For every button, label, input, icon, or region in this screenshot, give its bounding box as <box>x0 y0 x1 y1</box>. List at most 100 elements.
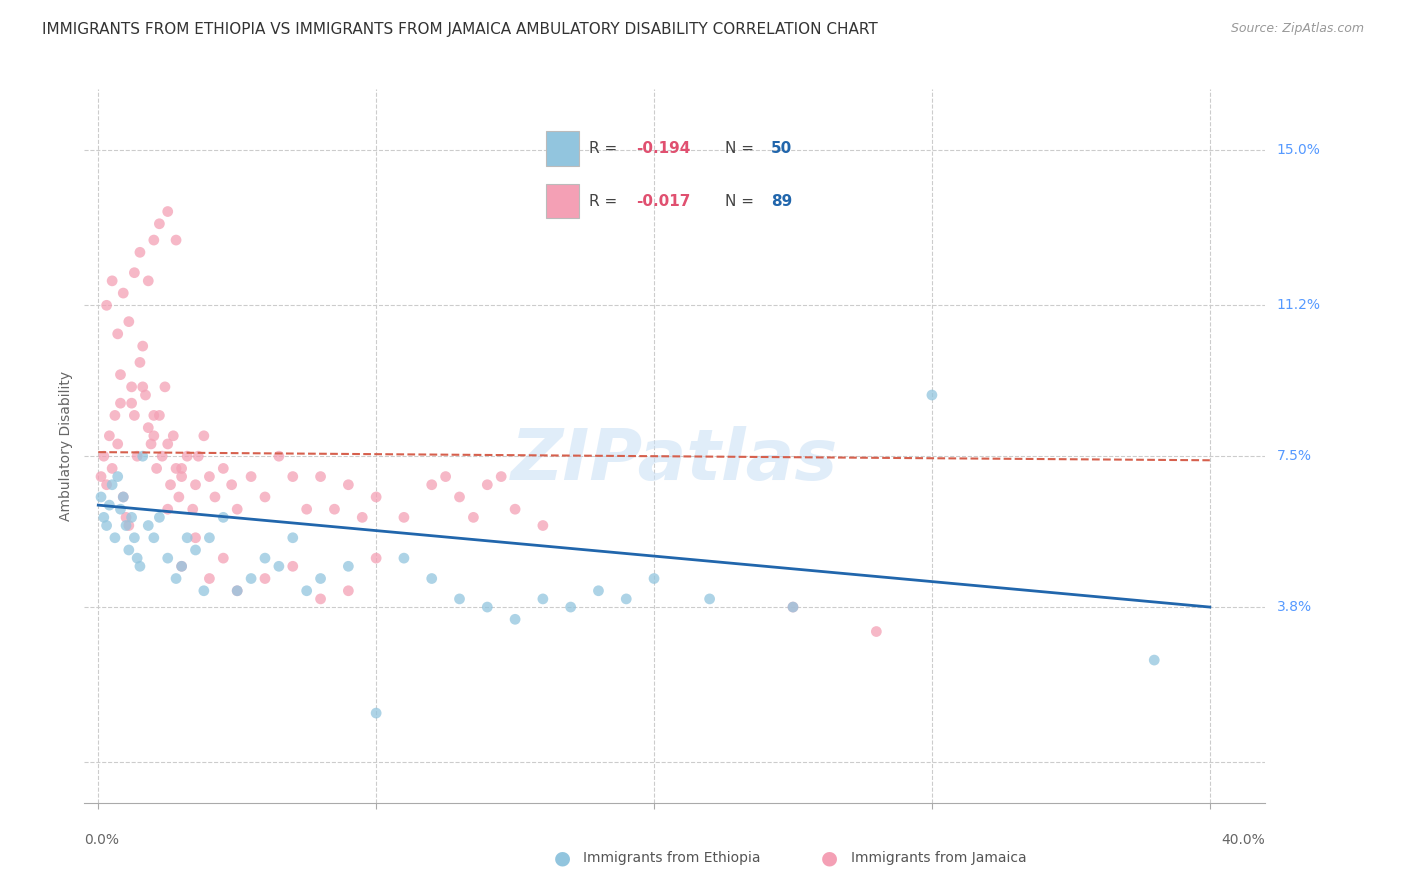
Point <box>98 429 121 443</box>
Point <box>295 583 318 598</box>
Point <box>165 461 187 475</box>
Point <box>156 204 179 219</box>
Y-axis label: Ambulatory Disability: Ambulatory Disability <box>59 371 73 521</box>
Point <box>162 429 184 443</box>
Point <box>118 315 141 329</box>
Point <box>112 490 135 504</box>
Point <box>477 600 499 615</box>
Text: ZIPatlas: ZIPatlas <box>512 425 838 495</box>
Point <box>614 591 637 606</box>
Point <box>145 461 167 475</box>
Point <box>150 449 173 463</box>
Point <box>865 624 887 639</box>
Point <box>93 510 115 524</box>
Point <box>136 420 159 434</box>
Point <box>392 551 415 566</box>
Text: 7.5%: 7.5% <box>1277 450 1312 463</box>
Point <box>352 510 374 524</box>
Point <box>699 591 721 606</box>
Point <box>176 531 198 545</box>
Point <box>226 502 249 516</box>
Point <box>212 510 235 524</box>
Point <box>156 551 179 566</box>
Point <box>240 572 263 586</box>
Point <box>132 380 155 394</box>
Point <box>96 477 118 491</box>
Point <box>98 498 121 512</box>
Point <box>129 355 152 369</box>
Point <box>309 572 332 586</box>
Bar <box>547 131 579 166</box>
Point <box>107 437 129 451</box>
Point <box>134 388 156 402</box>
Point <box>253 572 276 586</box>
Text: -0.017: -0.017 <box>636 194 690 209</box>
Point <box>212 461 235 475</box>
Point <box>782 600 804 615</box>
Point <box>366 551 388 566</box>
Point <box>281 469 304 483</box>
Text: 11.2%: 11.2% <box>1277 298 1320 312</box>
Point <box>392 510 415 524</box>
Point <box>295 502 318 516</box>
Point <box>588 583 610 598</box>
Bar <box>547 184 579 219</box>
Point <box>148 510 170 524</box>
Text: 3.8%: 3.8% <box>1277 600 1312 614</box>
Point <box>124 531 146 545</box>
Text: 0.0%: 0.0% <box>84 833 120 847</box>
Text: Immigrants from Ethiopia: Immigrants from Ethiopia <box>583 851 761 865</box>
Point <box>129 559 152 574</box>
Text: ●: ● <box>554 848 571 868</box>
Point <box>212 551 235 566</box>
Point <box>531 518 554 533</box>
Point <box>165 233 187 247</box>
Text: 50: 50 <box>772 141 793 156</box>
Point <box>127 449 149 463</box>
Point <box>531 591 554 606</box>
Point <box>101 461 124 475</box>
Point <box>1143 653 1166 667</box>
Point <box>148 409 170 423</box>
Point <box>184 531 207 545</box>
Point <box>90 469 112 483</box>
Point <box>159 477 181 491</box>
Point <box>118 543 141 558</box>
Point <box>782 600 804 615</box>
Point <box>142 429 165 443</box>
Point <box>226 583 249 598</box>
Point <box>643 572 665 586</box>
Point <box>489 469 512 483</box>
Point <box>170 559 193 574</box>
Point <box>434 469 457 483</box>
Point <box>112 490 135 504</box>
Point <box>366 706 388 720</box>
Point <box>204 490 226 504</box>
Point <box>420 572 443 586</box>
Point <box>170 469 193 483</box>
Point <box>156 437 179 451</box>
Point <box>240 469 263 483</box>
Point <box>337 559 360 574</box>
Point <box>96 518 118 533</box>
Point <box>226 583 249 598</box>
Point <box>184 543 207 558</box>
Point <box>142 233 165 247</box>
Point <box>124 409 146 423</box>
Text: N =: N = <box>725 141 759 156</box>
Point <box>337 477 360 491</box>
Point <box>132 339 155 353</box>
Point <box>110 368 132 382</box>
Point <box>181 502 204 516</box>
Point <box>129 245 152 260</box>
Point <box>136 274 159 288</box>
Point <box>110 396 132 410</box>
Point <box>115 510 138 524</box>
Point <box>142 409 165 423</box>
Text: IMMIGRANTS FROM ETHIOPIA VS IMMIGRANTS FROM JAMAICA AMBULATORY DISABILITY CORREL: IMMIGRANTS FROM ETHIOPIA VS IMMIGRANTS F… <box>42 22 877 37</box>
Point <box>463 510 485 524</box>
Point <box>121 380 143 394</box>
Point <box>101 477 124 491</box>
Point <box>153 380 176 394</box>
Point <box>101 274 124 288</box>
